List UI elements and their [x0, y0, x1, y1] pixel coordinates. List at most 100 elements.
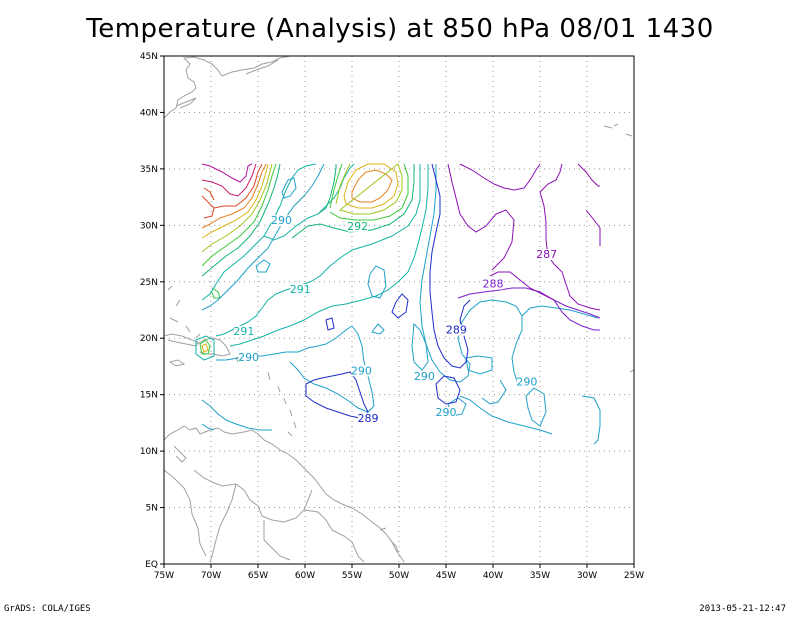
- coast-jamaica: [168, 359, 186, 367]
- contour-296: [201, 163, 267, 229]
- contour-289-e: [325, 317, 335, 331]
- contour-287: [447, 163, 601, 311]
- contour-290-g: [465, 355, 493, 375]
- contour-289-a: [305, 371, 369, 419]
- contour-294: [201, 163, 273, 253]
- lat-tick-label: 15N: [140, 391, 158, 401]
- coast-northeast-us: [164, 56, 291, 119]
- contour-label-bg: [516, 376, 537, 388]
- graticule-grid: [164, 56, 634, 564]
- contour-label: 290: [414, 370, 435, 383]
- contour-label-bg: [357, 412, 378, 424]
- contour-289-d: [435, 375, 461, 405]
- contour-291-a: [201, 163, 355, 301]
- contour-290-k: [581, 395, 601, 445]
- contour-290-j: [459, 379, 553, 435]
- contour-291-center: [215, 164, 421, 337]
- contour-label-bg: [238, 351, 259, 363]
- contour-298: [201, 163, 257, 197]
- contour-295: [201, 163, 269, 239]
- lon-tick-label: 45W: [436, 571, 456, 581]
- contour-293-center: [329, 163, 409, 221]
- lat-tick-label: 20N: [140, 334, 158, 344]
- contour-291-east: [229, 164, 429, 347]
- contour-hispaniola-warm-c: [195, 335, 215, 361]
- contour-290-a: [201, 163, 325, 311]
- contour-label: 291: [290, 283, 311, 296]
- contour-294-center: [335, 163, 403, 215]
- coast-lesser-antilles: [267, 371, 297, 437]
- coast-lake-maracaibo: [173, 445, 187, 463]
- contour-label: 290: [271, 214, 292, 227]
- lat-tick-label: 10N: [140, 447, 158, 457]
- contour-290-f: [411, 322, 429, 371]
- contour-label-bg: [536, 249, 557, 261]
- contour-label-bg: [351, 365, 372, 377]
- contour-289-b: [429, 163, 471, 369]
- lon-tick-label: 60W: [295, 571, 315, 581]
- map-title: Temperature (Analysis) at 850 hPa 08/01 …: [86, 14, 714, 44]
- coast-cuba: [164, 333, 199, 347]
- contour-296-center: [351, 169, 393, 203]
- contour-label-bg: [347, 220, 368, 232]
- coast-islands-east: [603, 123, 633, 137]
- contour-label: 291: [233, 325, 254, 338]
- contour-290-c: [255, 259, 271, 273]
- contour-label-bg: [233, 325, 254, 337]
- lon-tick-label: 35W: [530, 571, 550, 581]
- lon-tick-label: 65W: [248, 571, 268, 581]
- contour-label: 290: [351, 364, 372, 377]
- contour-290-e: [419, 164, 599, 385]
- footer-timestamp: 2013-05-21-12:47: [699, 604, 786, 614]
- contour-label-bg: [483, 278, 503, 290]
- coast-south-america: [164, 425, 405, 563]
- contour-label-bg: [290, 284, 311, 296]
- contour-288-b: [553, 299, 600, 331]
- lat-tick-label: 40N: [140, 108, 158, 118]
- temperature-contours: [195, 163, 601, 445]
- contour-290-b: [281, 177, 297, 199]
- contour-label: 287: [536, 248, 557, 261]
- contour-label: 292: [347, 220, 368, 233]
- lat-tick-label: 25N: [140, 278, 158, 288]
- contour-293-a: [201, 163, 277, 267]
- contour-label: 289: [357, 412, 378, 425]
- lat-tick-label: 35N: [140, 165, 158, 175]
- contour-label: 290: [238, 351, 259, 364]
- coastlines: [164, 56, 634, 563]
- contour-297-a: [201, 163, 263, 219]
- borders-south-america: [164, 469, 365, 563]
- contour-label: 289: [446, 324, 467, 337]
- contour-290-d: [367, 265, 387, 299]
- contour-290-l: [216, 325, 375, 413]
- contour-label-bg: [436, 407, 456, 419]
- lon-tick-label: 70W: [201, 571, 221, 581]
- lon-tick-label: 30W: [577, 571, 597, 581]
- lon-tick-label: 25W: [624, 571, 644, 581]
- contour-label: 290: [516, 376, 537, 389]
- coast-nova-scotia: [245, 59, 279, 75]
- lat-tick-label: 30N: [140, 221, 158, 231]
- lon-tick-label: 55W: [342, 571, 362, 581]
- contour-label-bg: [414, 370, 435, 382]
- coast-east-edge: [629, 369, 634, 373]
- coast-bahamas: [167, 285, 201, 339]
- contour-label-bg: [271, 215, 292, 227]
- contour-289-c: [391, 293, 409, 319]
- contour-label-bg: [446, 324, 467, 336]
- map-frame: [163, 55, 635, 565]
- contour-label: 290: [436, 406, 457, 419]
- contour-295-center: [343, 163, 399, 209]
- lon-tick-label: 75W: [154, 571, 174, 581]
- lat-tick-label: 5N: [146, 504, 158, 514]
- footer-credit: GrADS: COLA/IGES: [4, 604, 91, 614]
- contour-label: 288: [483, 277, 504, 290]
- contour-290-n: [201, 423, 215, 431]
- contour-labels: 290 292 291 291 290 290 289 289 290 290 290 288 287: [233, 214, 557, 425]
- contour-297-b: [203, 187, 215, 201]
- contour-290-h: [525, 387, 547, 427]
- contour-287-c: [585, 209, 601, 246]
- contour-hispaniola-warm: [199, 339, 211, 355]
- lon-tick-label: 40W: [483, 571, 503, 581]
